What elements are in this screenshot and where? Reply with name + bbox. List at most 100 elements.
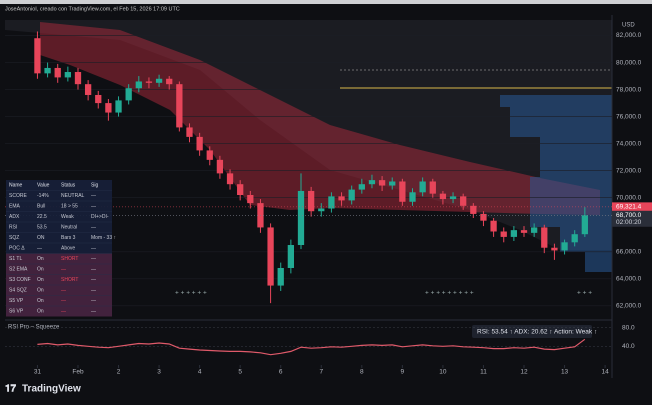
table-row-bg bbox=[6, 306, 112, 317]
profile-bar bbox=[585, 252, 612, 272]
table-cell: On bbox=[37, 267, 44, 273]
y-tick-label: 62,000.0 bbox=[616, 303, 642, 310]
marker-dots: + + + + + + bbox=[175, 290, 207, 297]
table-cell: — bbox=[91, 225, 96, 231]
candle-body bbox=[287, 245, 295, 268]
table-cell: 22.5 bbox=[37, 214, 47, 220]
table-cell: On bbox=[37, 277, 44, 283]
candle-body bbox=[54, 67, 61, 78]
table-cell: SQZ bbox=[9, 235, 19, 241]
table-cell: — bbox=[61, 298, 66, 304]
table-cell: S5 VP bbox=[9, 298, 24, 304]
candle-body bbox=[581, 215, 588, 235]
candle-body bbox=[267, 227, 274, 286]
top-edge bbox=[0, 0, 652, 4]
table-cell: — bbox=[91, 288, 96, 294]
candle-body bbox=[206, 150, 213, 160]
candle-body bbox=[338, 196, 345, 201]
table-cell: 53.5 bbox=[37, 225, 47, 231]
x-tick-label: 13 bbox=[561, 369, 569, 376]
x-tick-label: 11 bbox=[480, 369, 487, 376]
table-cell: On bbox=[37, 256, 44, 262]
indicator-tick-label: 40.0 bbox=[622, 343, 635, 350]
table-cell: S3 CONF bbox=[9, 277, 31, 283]
candle-body bbox=[318, 208, 325, 212]
candle-body bbox=[135, 81, 142, 89]
profile-bar bbox=[510, 107, 612, 137]
candle-body bbox=[439, 193, 447, 200]
table-row-bg bbox=[6, 253, 112, 264]
candle-body bbox=[520, 230, 528, 233]
table-row-bg bbox=[6, 274, 112, 285]
table-cell: S4 SQZ bbox=[9, 288, 27, 294]
marker-dots: + + + bbox=[577, 290, 592, 297]
indicator-line bbox=[37, 338, 586, 356]
candle-body bbox=[307, 190, 315, 212]
candle-body bbox=[64, 72, 71, 78]
candle-body bbox=[125, 88, 132, 101]
table-cell: On bbox=[37, 298, 44, 304]
table-row-bg bbox=[6, 295, 112, 306]
indicator-readout: RSI: 53.54 ↑ ADX: 20.62 ↑ Action: Weak ↑ bbox=[477, 329, 597, 336]
price-label: 68,700.0 bbox=[616, 212, 642, 219]
currency: USD bbox=[622, 23, 635, 29]
candle-body bbox=[84, 84, 92, 95]
table-header: Value bbox=[37, 183, 50, 189]
candle-body bbox=[237, 184, 244, 196]
table-cell: ON bbox=[37, 235, 45, 241]
table-bg bbox=[6, 180, 112, 317]
table-header: Status bbox=[61, 183, 76, 189]
table-cell: DI+>DI- bbox=[91, 214, 109, 220]
candle-body bbox=[105, 103, 112, 113]
x-tick-label: 4 bbox=[198, 369, 202, 376]
table-cell: 18 > 55 bbox=[61, 204, 78, 210]
profile-bar bbox=[500, 95, 612, 107]
candle-body bbox=[409, 192, 416, 202]
marker-dots: + + + + + + + + + bbox=[425, 290, 474, 297]
x-tick-label: 31 bbox=[34, 369, 42, 376]
table-cell: Above bbox=[61, 246, 75, 252]
candle-body bbox=[186, 127, 193, 137]
table-cell: — bbox=[91, 204, 96, 210]
x-tick-label: 10 bbox=[439, 369, 447, 376]
candle-body bbox=[74, 72, 82, 85]
candle-body bbox=[44, 67, 51, 74]
x-tick-label: 14 bbox=[601, 369, 609, 376]
y-tick-label: 78,000.0 bbox=[616, 86, 642, 93]
candle-body bbox=[571, 234, 578, 243]
table-cell: POC Δ bbox=[9, 246, 25, 252]
candle-body bbox=[328, 196, 335, 209]
candle-body bbox=[196, 136, 203, 151]
candle-body bbox=[115, 100, 122, 113]
profile-bar bbox=[540, 137, 612, 177]
candle-body bbox=[226, 173, 234, 185]
candle-body bbox=[470, 205, 477, 214]
table-cell: — bbox=[61, 309, 66, 315]
table-cell: On bbox=[37, 288, 44, 294]
shade bbox=[5, 20, 612, 250]
table-cell: Bull bbox=[37, 204, 45, 210]
author-line: JoseAntonioI, creado con TradingView.com… bbox=[5, 6, 180, 12]
candle-body bbox=[358, 184, 365, 190]
table-cell: NEUTRAL bbox=[61, 193, 85, 199]
table-cell: On bbox=[37, 309, 44, 315]
candle-body bbox=[34, 38, 41, 74]
table-cell: — bbox=[91, 309, 96, 315]
candle-body bbox=[490, 220, 497, 232]
candle-body bbox=[510, 230, 518, 237]
candle-body bbox=[399, 181, 406, 202]
y-tick-label: 64,000.0 bbox=[616, 276, 642, 283]
candle-body bbox=[541, 227, 548, 248]
candle-body bbox=[297, 190, 305, 246]
table-cell: — bbox=[91, 298, 96, 304]
table-cell: ADX bbox=[9, 214, 20, 220]
table-cell: Neutral bbox=[61, 225, 77, 231]
table-row-bg bbox=[6, 264, 112, 275]
table-cell: SHORT bbox=[61, 256, 78, 262]
x-tick-label: 5 bbox=[238, 369, 242, 376]
x-tick-label: 3 bbox=[157, 369, 161, 376]
volume-profile bbox=[500, 95, 612, 272]
table-cell: — bbox=[91, 193, 96, 199]
x-tick-label: 6 bbox=[279, 369, 283, 376]
